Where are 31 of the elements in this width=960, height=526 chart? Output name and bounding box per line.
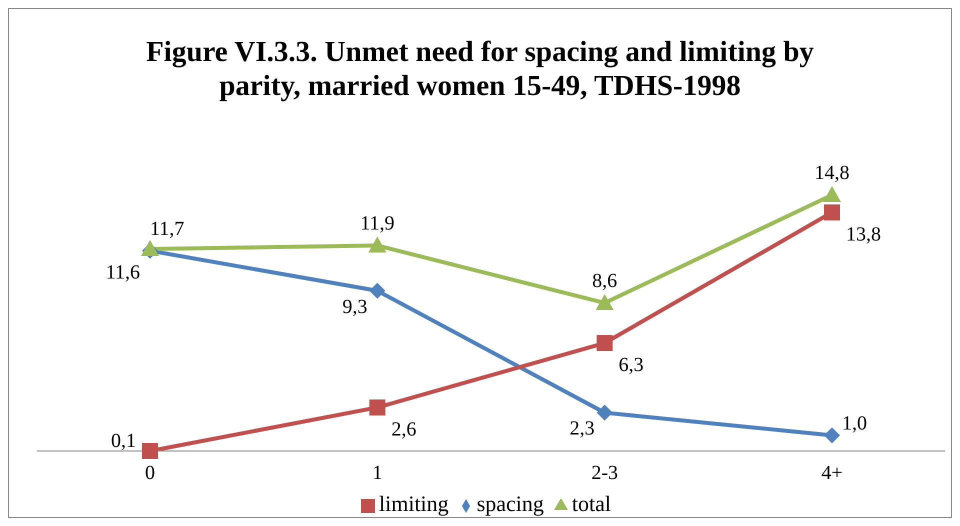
point: [368, 236, 386, 253]
data-label: 11,9: [360, 212, 394, 235]
chart-title: Figure VI.3.3. Unmet need for spacing and limiting by parity, married women 15-49, TDHS-1998: [145, 35, 815, 103]
point: [823, 186, 841, 202]
data-label: 13,8: [846, 223, 881, 246]
x-tick-label: 1: [372, 462, 382, 484]
x-tick-label: 0: [145, 462, 155, 484]
data-label: 0,1: [111, 430, 136, 452]
data-label: 11,7: [150, 218, 184, 240]
data-label: 9,3: [342, 296, 368, 318]
data-label: 11,6: [106, 262, 140, 284]
point: [369, 282, 386, 299]
legend-label: limiting: [379, 491, 449, 516]
point: [596, 404, 613, 421]
x-tick-label: 4+: [821, 462, 843, 484]
legend-label: spacing: [476, 491, 544, 516]
x-tick-label: 2-3: [591, 462, 618, 484]
data-label: 2,6: [391, 418, 416, 440]
point: [142, 443, 158, 459]
legend-label: total: [572, 491, 611, 516]
point: [824, 204, 840, 220]
data-label: 1,0: [842, 412, 867, 434]
point: [141, 240, 159, 256]
data-label: 6,3: [618, 354, 644, 376]
data-label: 14,8: [814, 162, 850, 184]
point: [824, 427, 840, 444]
data-label: 8,6: [592, 270, 618, 292]
point: [596, 294, 614, 310]
point: [369, 399, 386, 416]
point: [596, 335, 613, 352]
data-label: 2,3: [570, 418, 595, 440]
